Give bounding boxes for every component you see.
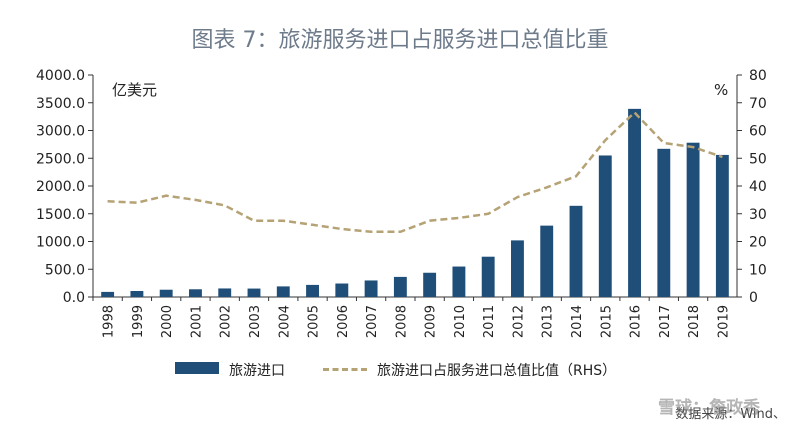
bar [218, 288, 232, 297]
bar [452, 266, 466, 297]
legend-swatch-line [323, 368, 367, 371]
y-left-tick-label: 3000.0 [36, 124, 85, 140]
x-tick-label: 1998 [102, 305, 117, 338]
y-right-tick-label: 30 [749, 207, 767, 223]
bar [598, 155, 612, 297]
x-tick-label: 2001 [189, 305, 204, 338]
x-tick-label: 2017 [658, 305, 673, 338]
bar [423, 272, 437, 297]
bar [276, 286, 290, 297]
bar [159, 289, 173, 297]
bar [481, 256, 495, 297]
bar [715, 154, 729, 297]
x-tick-label: 2010 [453, 305, 468, 338]
y-right-tick-label: 0 [749, 290, 758, 306]
y-left-unit-label: 亿美元 [112, 81, 157, 99]
x-tick-label: 2011 [482, 305, 497, 338]
x-tick-label: 2012 [511, 305, 526, 338]
legend-label-bars: 旅游进口 [229, 363, 285, 379]
x-tick-label: 2007 [365, 305, 380, 338]
bar [540, 225, 554, 297]
x-tick-label: 2018 [687, 305, 702, 338]
source-note: 数据来源：Wind、 [675, 407, 786, 422]
bar [511, 240, 524, 297]
y-right-tick-label: 60 [749, 124, 767, 140]
legend-label-line: 旅游进口占服务进口总值比值（RHS） [377, 363, 617, 379]
x-tick-label: 2014 [570, 305, 585, 338]
bar [101, 291, 115, 297]
x-tick-label: 2002 [219, 305, 234, 338]
x-tick-label: 1999 [131, 305, 146, 338]
y-right-tick-label: 50 [749, 151, 767, 167]
y-left-tick-label: 4000.0 [36, 68, 85, 84]
bar [393, 276, 407, 297]
y-left-tick-label: 1000.0 [36, 235, 85, 251]
y-left-tick-label: 500.0 [45, 262, 85, 278]
y-right-tick-label: 20 [749, 235, 767, 251]
watermark: 雪球：詹政秀 [658, 398, 760, 418]
ratio-line [107, 110, 723, 234]
x-tick-label: 2004 [277, 305, 292, 338]
y-left-tick-label: 1500.0 [36, 207, 85, 223]
x-tick-label: 2006 [336, 305, 351, 338]
x-tick-label: 2009 [424, 305, 439, 338]
x-tick-label: 2003 [248, 305, 263, 338]
y-left-tick-label: 3500.0 [36, 96, 85, 112]
bar [130, 291, 144, 297]
bar [657, 148, 671, 297]
bar [569, 205, 583, 297]
x-tick-label: 2013 [541, 305, 556, 338]
y-left-tick-label: 2500.0 [36, 151, 85, 167]
y-left-tick-label: 0.0 [63, 290, 85, 306]
y-right-unit-label: % [714, 81, 728, 99]
bar [306, 284, 319, 297]
y-right-tick-label: 40 [749, 179, 767, 195]
bar [364, 280, 378, 297]
x-tick-label: 2019 [716, 305, 731, 338]
x-tick-label: 2000 [160, 305, 175, 338]
legend-swatch-bars [175, 362, 219, 374]
y-right-tick-label: 80 [749, 68, 767, 84]
bar [189, 289, 202, 297]
x-tick-label: 2015 [599, 305, 614, 338]
x-tick-label: 2008 [394, 305, 409, 338]
x-tick-label: 2005 [307, 305, 322, 338]
bar [247, 288, 261, 297]
y-right-tick-label: 10 [749, 262, 767, 278]
bar [335, 283, 349, 297]
chart-title: 图表 7：旅游服务进口占服务进口总值比重 [191, 28, 609, 53]
y-right-tick-label: 70 [749, 96, 767, 112]
bar [628, 108, 641, 297]
bar [686, 142, 700, 297]
y-left-tick-label: 2000.0 [36, 179, 85, 195]
x-tick-label: 2016 [629, 305, 644, 338]
